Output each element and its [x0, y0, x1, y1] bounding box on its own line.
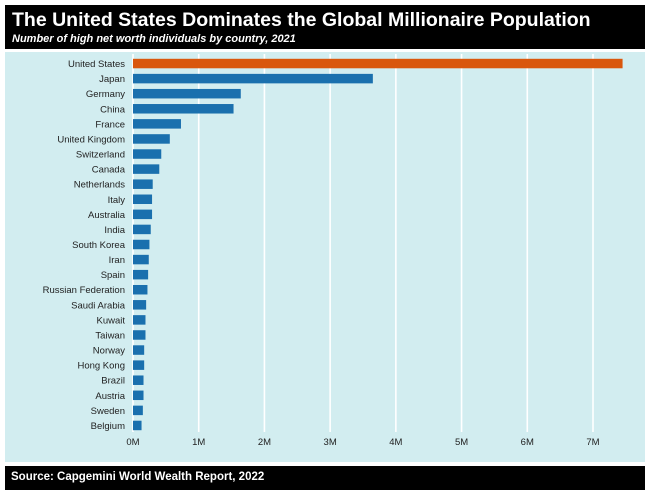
category-label: Taiwan — [95, 330, 125, 341]
category-label: Australia — [88, 210, 126, 221]
bar — [133, 209, 153, 220]
category-label: Belgium — [91, 421, 125, 432]
x-tick-label: 0M — [126, 437, 139, 448]
category-label: Austria — [95, 391, 125, 402]
category-label: Switzerland — [76, 150, 125, 161]
chart-footer: Source: Capgemini World Wealth Report, 2… — [5, 466, 645, 490]
category-label: Germany — [86, 89, 125, 100]
x-tick-label: 6M — [521, 437, 534, 448]
category-label: United States — [68, 59, 125, 70]
category-label: Sweden — [91, 406, 125, 417]
bar — [133, 119, 181, 129]
bar — [133, 300, 147, 310]
category-label: Canada — [92, 165, 126, 176]
bar — [133, 345, 145, 355]
bar — [133, 390, 144, 401]
bar — [133, 149, 162, 159]
bar — [133, 179, 153, 189]
category-label: Italy — [108, 195, 126, 206]
category-label: India — [104, 225, 125, 236]
bar — [133, 269, 149, 280]
category-label: Russian Federation — [43, 285, 125, 296]
x-tick-label: 5M — [455, 437, 468, 448]
category-label: Brazil — [101, 376, 125, 387]
bar — [133, 330, 146, 340]
category-label: Hong Kong — [77, 361, 125, 372]
category-label: Kuwait — [96, 315, 125, 326]
plot-area — [5, 52, 645, 462]
bar — [133, 375, 144, 385]
bar — [133, 254, 149, 265]
bar — [133, 239, 150, 250]
bar — [133, 360, 145, 370]
bar — [133, 194, 153, 205]
bar — [133, 164, 160, 174]
bar — [133, 104, 234, 114]
bar — [133, 315, 146, 325]
x-tick-label: 7M — [586, 437, 599, 448]
x-tick-label: 3M — [324, 437, 337, 448]
category-label: France — [95, 119, 125, 130]
bar — [133, 405, 143, 416]
source-note: Source: Capgemini World Wealth Report, 2… — [11, 471, 265, 483]
x-tick-label: 4M — [389, 437, 402, 448]
x-tick-label: 1M — [192, 437, 205, 448]
bar — [133, 88, 241, 99]
bar — [133, 134, 170, 144]
bar — [133, 284, 148, 295]
category-label: China — [100, 104, 126, 115]
chart-header: The United States Dominates the Global M… — [5, 5, 645, 49]
category-label: Netherlands — [74, 180, 125, 191]
bar — [133, 73, 373, 84]
x-tick-label: 2M — [258, 437, 271, 448]
category-label: United Kingdom — [57, 134, 125, 145]
category-label: Norway — [93, 346, 125, 357]
category-label: South Korea — [72, 240, 126, 251]
chart-subtitle: Number of high net worth individuals by … — [12, 33, 296, 45]
chart-title: The United States Dominates the Global M… — [12, 9, 591, 31]
category-label: Iran — [109, 255, 125, 266]
category-label: Saudi Arabia — [71, 300, 126, 311]
category-label: Spain — [101, 270, 125, 281]
bar — [133, 420, 142, 431]
bar — [133, 58, 623, 69]
category-label: Japan — [99, 74, 125, 85]
bar — [133, 224, 151, 235]
